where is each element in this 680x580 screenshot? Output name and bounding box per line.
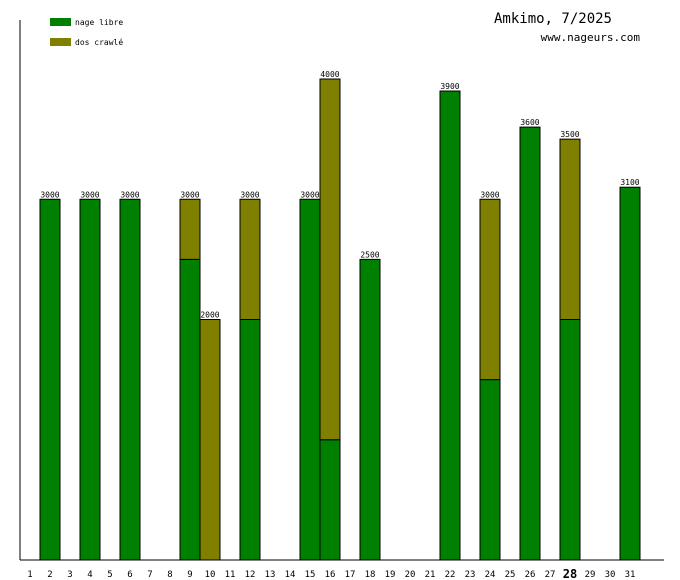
x-tick-label-6: 6 — [127, 570, 132, 580]
bar-dos-crawle-day-12 — [239, 198, 261, 320]
data-label-day-15: 3000 — [300, 190, 319, 199]
data-label-day-6: 3000 — [120, 190, 139, 199]
bar-nage-libre-day-22 — [439, 90, 461, 561]
bar-dos-crawle-day-16 — [319, 78, 341, 441]
x-tick-label-2: 2 — [47, 570, 52, 580]
bar-nage-libre-day-31 — [619, 186, 641, 561]
x-tick-label-4: 4 — [87, 570, 92, 580]
x-tick-label-10: 10 — [205, 570, 216, 580]
bar-nage-libre-day-28 — [559, 319, 581, 561]
data-label-day-24: 3000 — [480, 190, 499, 199]
x-tick-label-22: 22 — [445, 570, 456, 580]
chart-subtitle: www.nageurs.com — [541, 31, 641, 44]
x-tick-label-9: 9 — [187, 570, 192, 580]
bar-nage-libre-day-6 — [119, 198, 141, 561]
x-tick-label-23: 23 — [465, 570, 476, 580]
data-label-day-10: 2000 — [200, 311, 219, 320]
bar-nage-libre-day-15 — [299, 198, 321, 561]
x-tick-label-24: 24 — [485, 570, 496, 580]
x-tick-label-17: 17 — [345, 570, 356, 580]
x-tick-label-21: 21 — [425, 570, 436, 580]
x-tick-label-18: 18 — [365, 570, 376, 580]
bar-dos-crawle-day-28 — [559, 138, 581, 320]
x-tick-label-11: 11 — [225, 570, 236, 580]
x-tick-label-14: 14 — [285, 570, 296, 580]
bar-nage-libre-day-24 — [479, 379, 501, 561]
legend: nage libre dos crawlé — [50, 18, 123, 47]
bar-nage-libre-day-18 — [359, 258, 381, 561]
data-label-day-22: 3900 — [440, 82, 459, 91]
bar-dos-crawle-day-10 — [199, 319, 221, 561]
bar-nage-libre-day-12 — [239, 319, 261, 561]
x-tick-label-30: 30 — [605, 570, 616, 580]
data-label-day-16: 4000 — [320, 70, 339, 79]
data-label-day-31: 3100 — [620, 178, 639, 187]
legend-swatch-1 — [50, 38, 71, 46]
x-tick-label-16: 16 — [325, 570, 336, 580]
x-tick-label-13: 13 — [265, 570, 276, 580]
x-tick-label-20: 20 — [405, 570, 416, 580]
data-label-day-2: 3000 — [40, 190, 59, 199]
data-label-day-12: 3000 — [240, 190, 259, 199]
legend-label-0: nage libre — [75, 18, 123, 27]
x-tick-label-25: 25 — [505, 570, 516, 580]
data-label-day-9: 3000 — [180, 190, 199, 199]
data-label-day-4: 3000 — [80, 190, 99, 199]
x-tick-label-19: 19 — [385, 570, 396, 580]
bar-nage-libre-day-16 — [319, 439, 341, 561]
bar-dos-crawle-day-24 — [479, 198, 501, 381]
x-tick-label-1: 1 — [27, 570, 32, 580]
bar-nage-libre-day-9 — [179, 258, 201, 561]
x-tick-label-28: 28 — [563, 567, 577, 580]
data-label-day-18: 2500 — [360, 250, 379, 259]
x-tick-label-12: 12 — [245, 570, 256, 580]
chart-title: Amkimo, 7/2025 — [494, 11, 612, 27]
x-tick-label-26: 26 — [525, 570, 536, 580]
data-label-day-26: 3600 — [520, 118, 539, 127]
bar-nage-libre-day-4 — [79, 198, 101, 561]
x-tick-label-8: 8 — [167, 570, 172, 580]
legend-label-1: dos crawlé — [75, 37, 123, 47]
legend-swatch-0 — [50, 18, 71, 26]
data-label-day-28: 3500 — [560, 130, 579, 139]
bar-nage-libre-day-26 — [519, 126, 541, 561]
x-tick-label-31: 31 — [625, 570, 636, 580]
bar-nage-libre-day-2 — [39, 198, 61, 561]
x-tick-label-29: 29 — [585, 570, 596, 580]
x-tick-label-27: 27 — [545, 570, 556, 580]
x-tick-label-3: 3 — [67, 570, 72, 580]
bar-dos-crawle-day-9 — [179, 198, 201, 260]
x-tick-label-7: 7 — [147, 570, 152, 580]
x-tick-label-5: 5 — [107, 570, 112, 580]
x-tick-label-15: 15 — [305, 570, 316, 580]
